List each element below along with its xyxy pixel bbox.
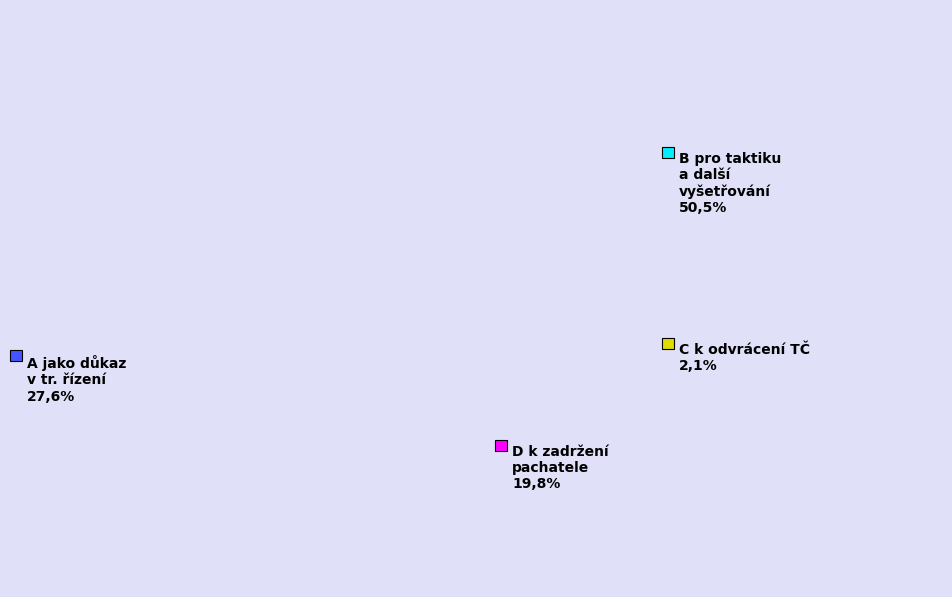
Text: Inspekce PČR - efektivita úkonů dle § 158d/2,3,6 tr.ř.
přímý podíl pro trestní ř: Inspekce PČR - efektivita úkonů dle § 15… [125, 33, 599, 71]
Polygon shape [327, 324, 555, 466]
Polygon shape [226, 290, 392, 397]
Polygon shape [228, 191, 560, 324]
Polygon shape [226, 299, 327, 457]
Polygon shape [392, 298, 555, 384]
Polygon shape [327, 298, 555, 406]
Text: C k odvrácení TČ
2,1%: C k odvrácení TČ 2,1% [679, 343, 810, 374]
Text: A jako důkaz
v tr. řízení
27,6%: A jako důkaz v tr. řízení 27,6% [27, 355, 126, 404]
Polygon shape [327, 298, 392, 457]
Polygon shape [327, 298, 392, 457]
Text: B pro taktiku
a další
vyšetřování
50,5%: B pro taktiku a další vyšetřování 50,5% [679, 152, 781, 216]
Text: celkem  137 úkonů
v přímém podílu pro tr.ř.: celkem 137 úkonů v přímém podílu pro tr.… [248, 498, 456, 532]
Polygon shape [226, 276, 392, 298]
Polygon shape [555, 298, 560, 384]
Polygon shape [392, 298, 555, 384]
Text: D k zadržení
pachatele
19,8%: D k zadržení pachatele 19,8% [512, 445, 608, 491]
